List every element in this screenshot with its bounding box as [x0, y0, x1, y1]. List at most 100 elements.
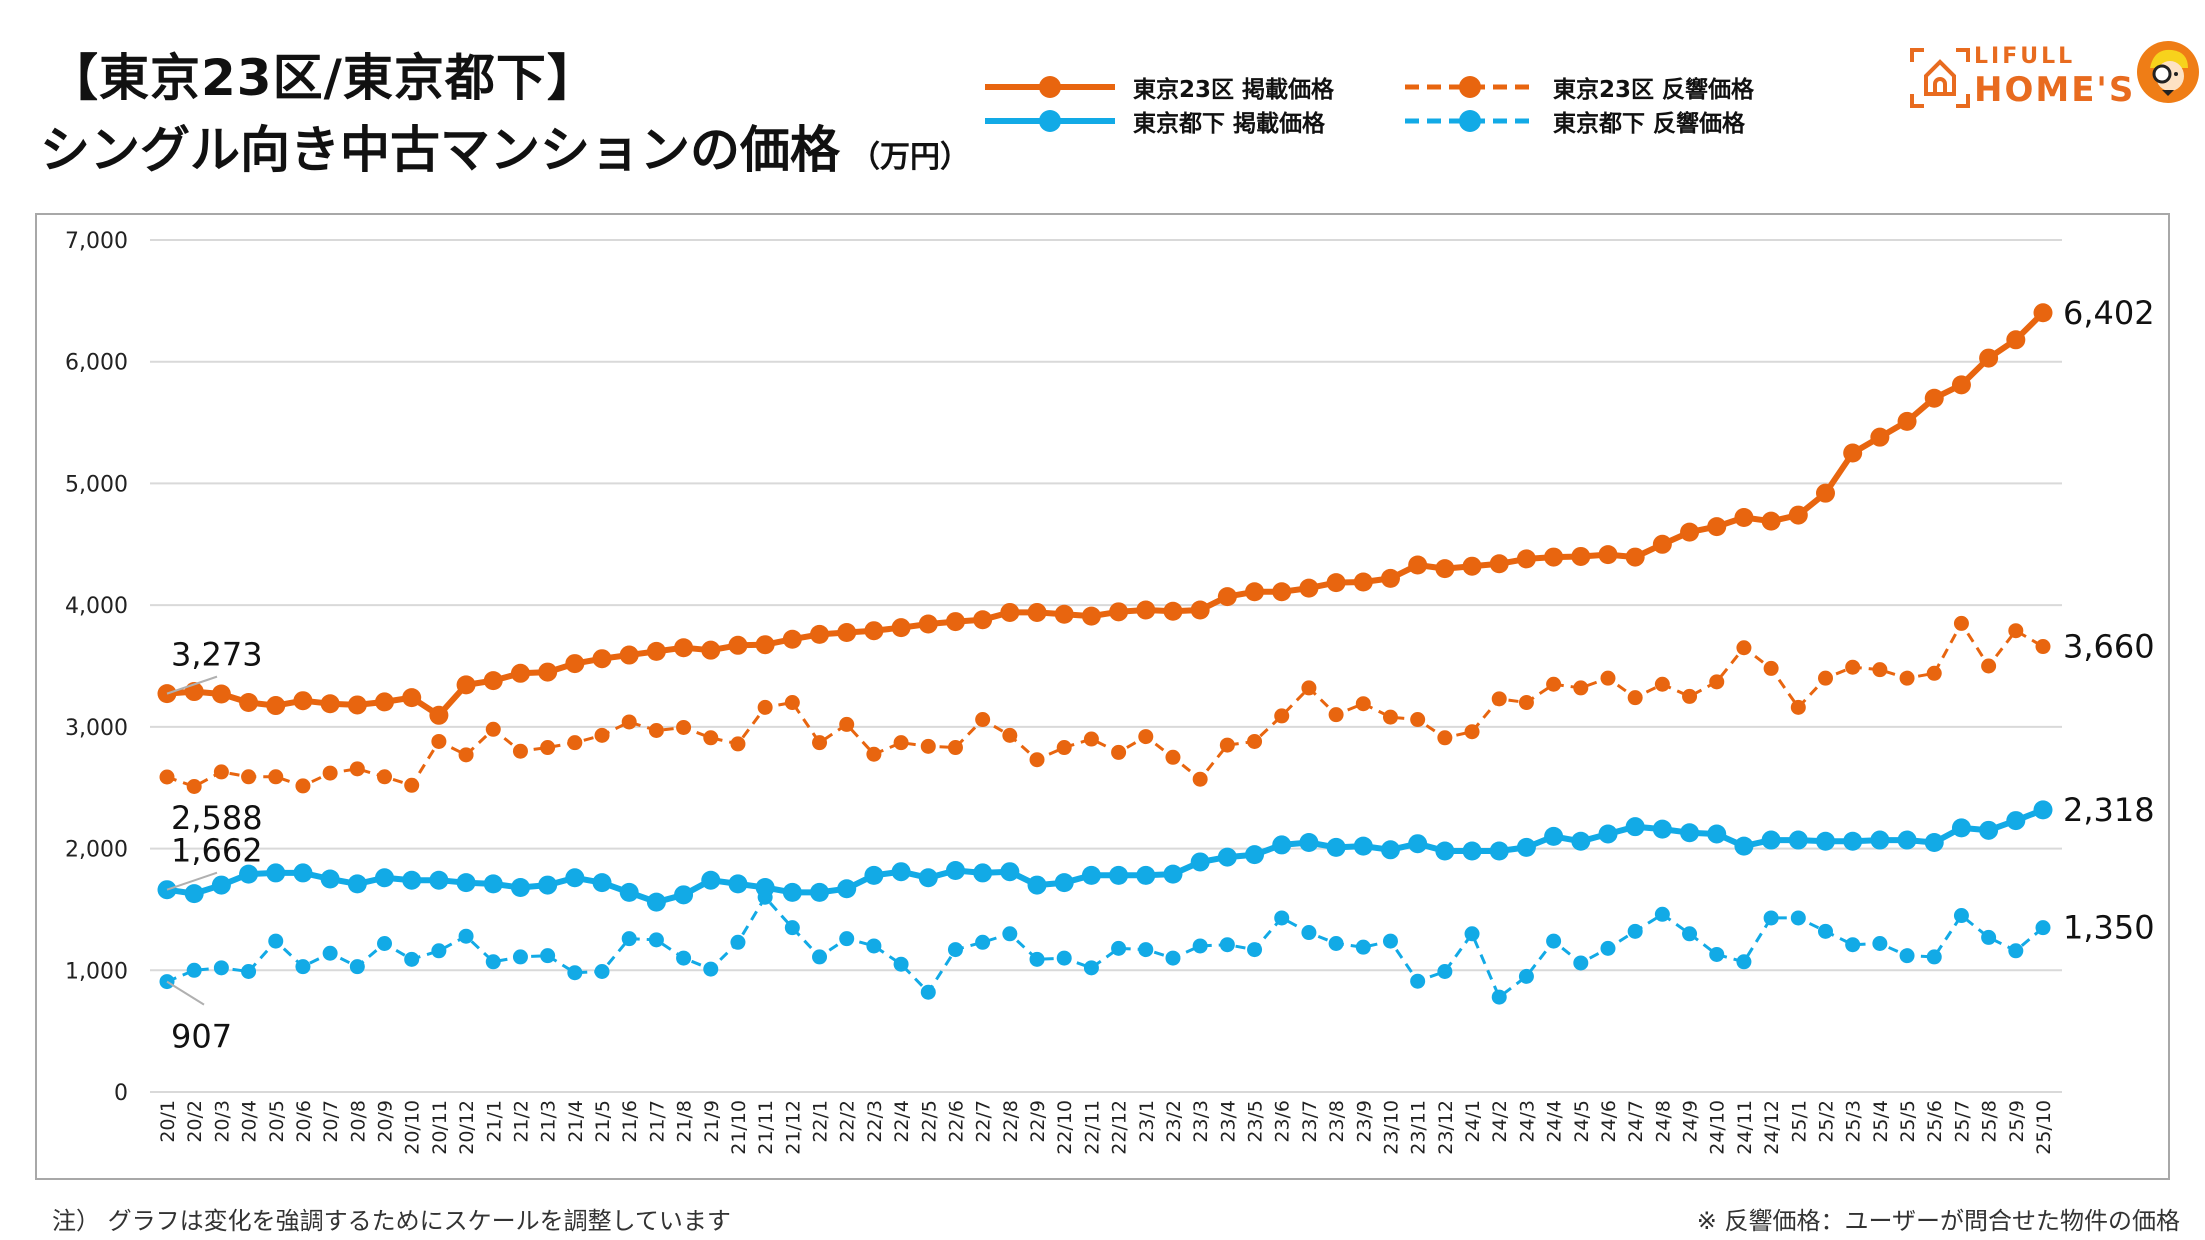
x-tick-label: 21/6: [619, 1100, 641, 1143]
data-point: [1682, 926, 1698, 942]
data-point: [1081, 865, 1101, 885]
x-tick-label: 24/4: [1544, 1100, 1566, 1143]
data-point: [1435, 841, 1455, 861]
x-tick-label: 20/12: [456, 1100, 478, 1155]
data-point: [540, 948, 556, 964]
x-tick-label: 25/2: [1815, 1100, 1837, 1143]
x-tick-label: 21/1: [483, 1100, 505, 1143]
data-point: [1897, 830, 1917, 850]
data-point: [567, 735, 583, 751]
start-value-label: 1,662: [171, 832, 263, 870]
legend-label: 東京23区 掲載価格: [1133, 77, 1335, 103]
data-point: [1734, 836, 1754, 856]
data-point: [1518, 968, 1534, 984]
data-point: [1247, 942, 1263, 958]
data-point: [1953, 615, 1969, 631]
x-tick-label: 22/5: [918, 1100, 940, 1143]
data-point: [1165, 950, 1181, 966]
data-point: [295, 778, 311, 794]
data-point: [540, 740, 556, 756]
data-point: [1546, 676, 1562, 692]
data-point: [975, 934, 991, 950]
data-point: [1326, 573, 1346, 593]
data-point: [1518, 695, 1534, 711]
x-tick-label: 24/9: [1680, 1100, 1702, 1143]
data-point: [268, 769, 284, 785]
data-point: [538, 875, 558, 895]
x-tick-label: 24/12: [1761, 1100, 1783, 1155]
data-point: [1625, 547, 1645, 567]
data-point: [241, 769, 257, 785]
x-tick-label: 21/10: [728, 1100, 750, 1155]
data-point: [1845, 659, 1861, 675]
x-tick-label: 20/1: [157, 1100, 179, 1143]
start-value-label: 2,588: [171, 799, 263, 837]
x-tick-label: 25/8: [1979, 1100, 2001, 1143]
data-point: [1163, 601, 1183, 621]
data-point: [1682, 688, 1698, 704]
data-point: [891, 618, 911, 638]
data-point: [1382, 709, 1398, 725]
data-point: [159, 769, 175, 785]
data-point: [1491, 691, 1507, 707]
x-tick-label: 20/2: [184, 1100, 206, 1143]
data-point: [1408, 834, 1428, 854]
data-point: [1625, 817, 1645, 837]
data-point: [1598, 824, 1618, 844]
data-point: [1600, 670, 1616, 686]
x-tick-label: 23/4: [1217, 1100, 1239, 1143]
data-point: [676, 950, 692, 966]
x-tick-label: 21/5: [592, 1100, 614, 1143]
chart-title-line1: 【東京23区/東京都下】: [48, 49, 598, 107]
data-point: [2008, 943, 2024, 959]
data-point: [1654, 676, 1670, 692]
data-point: [293, 863, 313, 883]
data-point: [293, 691, 313, 711]
legend-swatch-solid-orange: [985, 76, 1115, 98]
x-tick-label: 22/1: [810, 1100, 832, 1143]
data-point: [402, 870, 422, 890]
legend-item-tokyo-suburb-listing: 東京都下 掲載価格: [985, 104, 1325, 138]
data-point: [755, 878, 775, 898]
data-point: [186, 962, 202, 978]
x-tick-label: 21/2: [510, 1100, 532, 1143]
data-point: [839, 931, 855, 947]
data-point: [512, 949, 528, 965]
data-point: [1054, 873, 1074, 893]
data-point: [947, 740, 963, 756]
legend-swatch-dashed-orange: [1405, 76, 1535, 98]
logo-text-homes: HOME'S: [1974, 70, 2136, 110]
x-tick-label: 24/7: [1625, 1100, 1647, 1143]
y-tick-label: 2,000: [65, 838, 128, 863]
data-point: [1081, 606, 1101, 626]
data-point: [375, 692, 395, 712]
data-point: [1627, 923, 1643, 939]
data-point: [1654, 906, 1670, 922]
y-tick-label: 5,000: [65, 472, 128, 497]
data-point: [349, 959, 365, 975]
data-point: [592, 873, 612, 893]
data-point: [1573, 680, 1589, 696]
data-point: [1355, 939, 1371, 955]
start-value-label: 3,273: [171, 636, 263, 674]
data-point: [456, 675, 476, 695]
data-point: [918, 868, 938, 888]
data-point: [1680, 823, 1700, 843]
x-tick-label: 24/3: [1516, 1100, 1538, 1143]
x-tick-label: 23/1: [1136, 1100, 1158, 1143]
data-point: [1083, 731, 1099, 747]
x-tick-label: 24/8: [1652, 1100, 1674, 1143]
data-point: [648, 932, 664, 948]
data-point: [755, 635, 775, 655]
data-point: [1353, 572, 1373, 592]
data-point: [1709, 946, 1725, 962]
data-point: [1571, 831, 1591, 851]
data-point: [1437, 730, 1453, 746]
data-point: [1489, 554, 1509, 574]
x-tick-label: 23/9: [1353, 1100, 1375, 1143]
footnote-inquiry-definition: ※ 反響価格：ユーザーが問合せた物件の価格: [1696, 1207, 2180, 1235]
legend-swatch-dashed-blue: [1405, 110, 1535, 132]
data-point: [429, 705, 449, 725]
data-point: [320, 694, 340, 714]
data-point: [975, 712, 991, 728]
